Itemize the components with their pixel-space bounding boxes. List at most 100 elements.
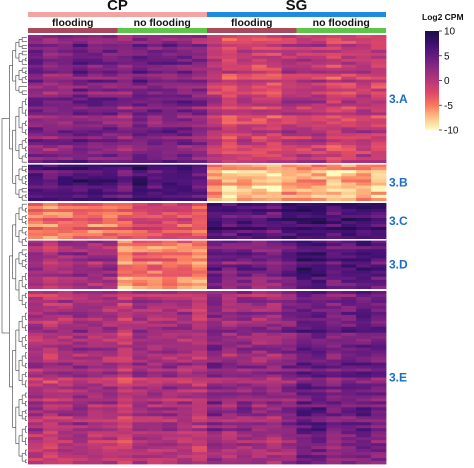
heatmap-cell (72, 40, 89, 45)
heatmap-cell (57, 455, 74, 459)
heatmap-cell (87, 458, 103, 462)
heatmap-cell (192, 383, 208, 387)
heatmap-cell (311, 461, 327, 465)
heatmap-cell (117, 182, 133, 186)
heatmap-cell (251, 82, 268, 87)
heatmap-cell (266, 182, 282, 186)
heatmap-cell (72, 350, 89, 355)
heatmap-cell (57, 407, 74, 411)
heatmap-cell (28, 55, 44, 60)
heatmap-cell (326, 55, 342, 60)
heatmap-cell (356, 79, 372, 84)
heatmap-cell (132, 224, 148, 228)
heatmap-cell (281, 197, 297, 202)
heatmap-cell (251, 240, 268, 244)
heatmap-cell (132, 185, 148, 190)
heatmap-cell (236, 377, 253, 381)
heatmap-cell (281, 139, 297, 143)
heatmap-cell (236, 293, 253, 298)
heatmap-cell (192, 320, 208, 325)
heatmap-cell (192, 428, 208, 432)
heatmap-cell (192, 130, 208, 134)
heatmap-cell (132, 458, 148, 462)
heatmap-cell (341, 449, 357, 453)
heatmap-cell (42, 221, 59, 225)
heatmap-cell (207, 314, 223, 319)
heatmap-cell (251, 356, 268, 360)
heatmap-cell (42, 302, 59, 307)
heatmap-cell (281, 353, 297, 358)
heatmap-cell (341, 395, 357, 399)
heatmap-cell (341, 368, 357, 372)
heatmap-cell (132, 145, 148, 149)
heatmap-cell (326, 302, 342, 307)
heatmap-cell (42, 115, 59, 119)
heatmap-cell (356, 112, 372, 116)
heatmap-cell (177, 446, 193, 450)
heatmap-cell (311, 197, 327, 202)
heatmap-cell (296, 368, 312, 372)
heatmap-cell (296, 197, 312, 202)
heatmap-cell (87, 437, 103, 441)
heatmap-cell (132, 46, 148, 51)
heatmap-cell (42, 392, 59, 396)
heatmap-cell (221, 446, 238, 450)
heatmap-cell (132, 124, 148, 128)
heatmap-cell (42, 106, 59, 110)
heatmap-cell (42, 151, 59, 155)
heatmap-cell (221, 246, 238, 250)
heatmap-cell (266, 380, 282, 384)
heatmap-cell (266, 267, 282, 272)
heatmap-cell (28, 227, 44, 231)
heatmap-cell (341, 389, 357, 393)
heatmap-cell (72, 356, 89, 360)
heatmap-cell (251, 115, 268, 119)
heatmap-cell (221, 160, 238, 164)
heatmap-cell (221, 338, 238, 343)
heatmap-cell (28, 40, 44, 45)
heatmap-cell (42, 218, 59, 222)
heatmap-cell (251, 88, 268, 92)
heatmap-cell (296, 440, 312, 444)
heatmap-cell (162, 103, 178, 107)
heatmap-cell (251, 106, 268, 110)
heatmap-cell (251, 154, 268, 158)
heatmap-cell (207, 91, 223, 95)
heatmap-cell (296, 347, 312, 352)
heatmap-cell (87, 164, 103, 168)
heatmap-cell (311, 206, 327, 210)
heatmap-cell (266, 386, 282, 390)
heatmap-cell (162, 249, 178, 253)
heatmap-cell (42, 455, 59, 459)
heatmap-cell (266, 246, 282, 250)
heatmap-cell (281, 188, 297, 193)
heatmap-cell (221, 139, 238, 143)
heatmap-cell (57, 338, 74, 343)
heatmap-cell (102, 428, 118, 432)
heatmap-cell (221, 91, 238, 95)
heatmap-cell (326, 206, 342, 210)
heatmap-cell (296, 267, 312, 272)
heatmap-cell (57, 94, 74, 98)
heatmap-cell (236, 88, 253, 92)
heatmap-cell (281, 55, 297, 60)
heatmap-cell (251, 308, 268, 313)
heatmap-cell (251, 52, 268, 57)
heatmap-cell (356, 164, 372, 168)
heatmap-cell (207, 82, 223, 87)
heatmap-cell (57, 371, 74, 375)
heatmap-cell (147, 221, 163, 225)
heatmap-cell (296, 395, 312, 399)
heatmap-cell (341, 398, 357, 402)
heatmap-cell (221, 230, 238, 234)
heatmap-cell (177, 85, 193, 89)
heatmap-cell (132, 413, 148, 417)
heatmap-cell (221, 136, 238, 140)
heatmap-cell (251, 133, 268, 137)
heatmap-cell (192, 338, 208, 343)
heatmap-cell (72, 212, 89, 216)
heatmap-cell (102, 329, 118, 334)
heatmap-cell (236, 246, 253, 250)
heatmap-cell (296, 404, 312, 408)
heatmap-cell (102, 255, 118, 259)
